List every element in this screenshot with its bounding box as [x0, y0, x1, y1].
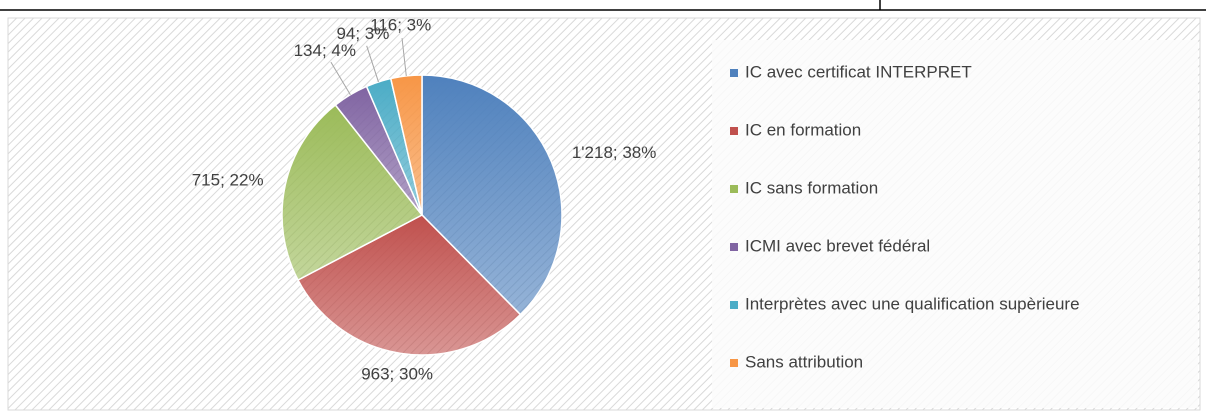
leader-line: [330, 61, 351, 95]
data-label: 715; 22%: [192, 171, 264, 190]
legend-marker: [730, 127, 738, 135]
pie-slice: [421, 74, 563, 316]
data-label: 963; 30%: [361, 365, 433, 384]
leader-line: [366, 45, 379, 83]
data-label: 134; 4%: [294, 41, 356, 60]
legend-label: IC sans formation: [745, 178, 878, 197]
legend-marker: [730, 185, 738, 193]
legend-box: [712, 40, 1198, 408]
legend-label: Sans attribution: [745, 352, 863, 371]
pie-slice: [296, 214, 522, 356]
legend-label: ICMI avec brevet fédéral: [745, 236, 930, 255]
legend-label: Interprètes avec une qualification supèr…: [745, 294, 1080, 313]
legend-marker: [730, 359, 738, 367]
legend-label: IC en formation: [745, 120, 861, 139]
legend-label: IC avec certificat INTERPRET: [745, 62, 972, 81]
data-label: 94; 3%: [336, 24, 389, 43]
legend-marker: [730, 243, 738, 251]
data-label: 116; 3%: [370, 16, 431, 35]
legend-marker: [730, 301, 738, 309]
legend-marker: [730, 69, 738, 77]
leader-line: [401, 38, 407, 76]
data-label: 1'218; 38%: [572, 143, 657, 162]
pie-slice: [281, 103, 424, 282]
